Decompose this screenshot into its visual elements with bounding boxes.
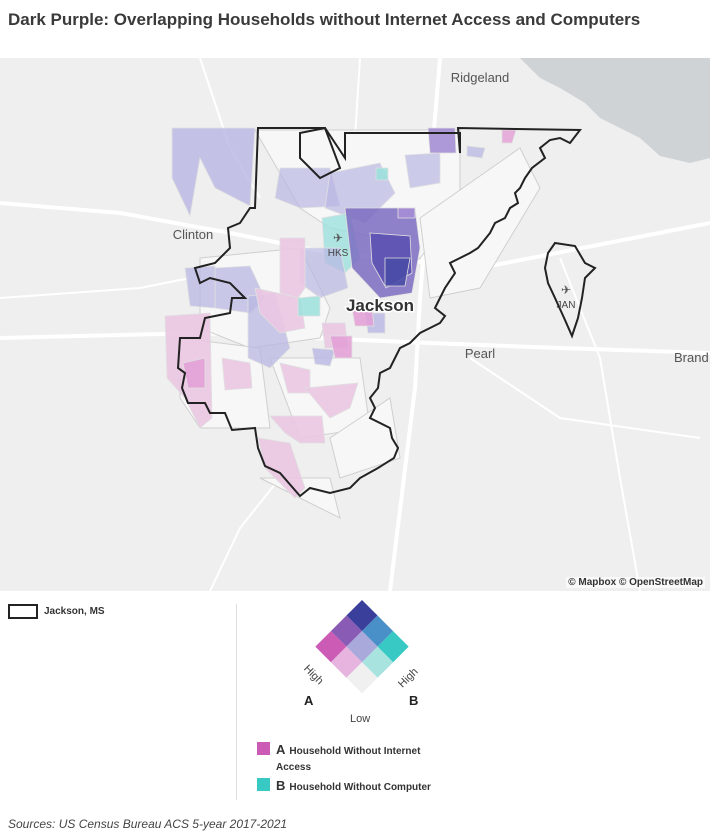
label-jackson: Jackson xyxy=(346,296,414,315)
cell-high-low xyxy=(315,631,347,663)
airport-boundary xyxy=(543,241,597,339)
label-clinton: Clinton xyxy=(173,227,213,242)
key-a-letter: A xyxy=(276,742,286,757)
north-notch xyxy=(299,126,342,180)
page-title: Dark Purple: Overlapping Households with… xyxy=(8,10,641,29)
axis-low: Low xyxy=(350,713,371,725)
boundary-label: Jackson, MS xyxy=(44,606,105,617)
label-jan: JAN xyxy=(557,300,576,311)
swatch-a xyxy=(257,742,270,755)
reservoir xyxy=(520,58,710,163)
map[interactable]: Ridgeland Clinton Jackson Pearl Brand HK… xyxy=(0,58,710,591)
axis-letter-b: B xyxy=(409,693,419,708)
airport-icon: ✈ xyxy=(333,231,343,245)
legend-key-b: B Household Without Computer xyxy=(257,778,487,796)
label-hks: HKS xyxy=(328,248,349,259)
legend-divider xyxy=(236,604,237,800)
choropleth xyxy=(164,127,517,499)
sources-note: Sources: US Census Bureau ACS 5-year 201… xyxy=(8,817,288,831)
bivariate-legend xyxy=(300,600,430,730)
label-ridgeland: Ridgeland xyxy=(451,70,510,85)
legend-boundary: Jackson, MS xyxy=(8,604,105,619)
key-b-label: Household Without Computer xyxy=(289,782,431,793)
key-b-letter: B xyxy=(276,778,286,793)
legend-key-a: A Household Without Internet Access xyxy=(257,742,457,776)
cell-low-high-b xyxy=(377,631,409,663)
map-attribution[interactable]: © Mapbox © OpenStreetMap xyxy=(566,577,705,588)
boundary-swatch xyxy=(8,604,38,619)
jackson-boundary xyxy=(176,126,583,498)
swatch-b xyxy=(257,778,270,791)
label-brandon: Brand xyxy=(674,350,709,365)
key-a-label: Household Without Internet Access xyxy=(276,746,421,773)
cell-mid-mid xyxy=(346,631,378,663)
axis-letter-a: A xyxy=(304,693,314,708)
label-pearl: Pearl xyxy=(465,346,495,361)
airport-icon: ✈ xyxy=(561,283,571,297)
map-canvas[interactable]: Ridgeland Clinton Jackson Pearl Brand HK… xyxy=(0,58,710,591)
